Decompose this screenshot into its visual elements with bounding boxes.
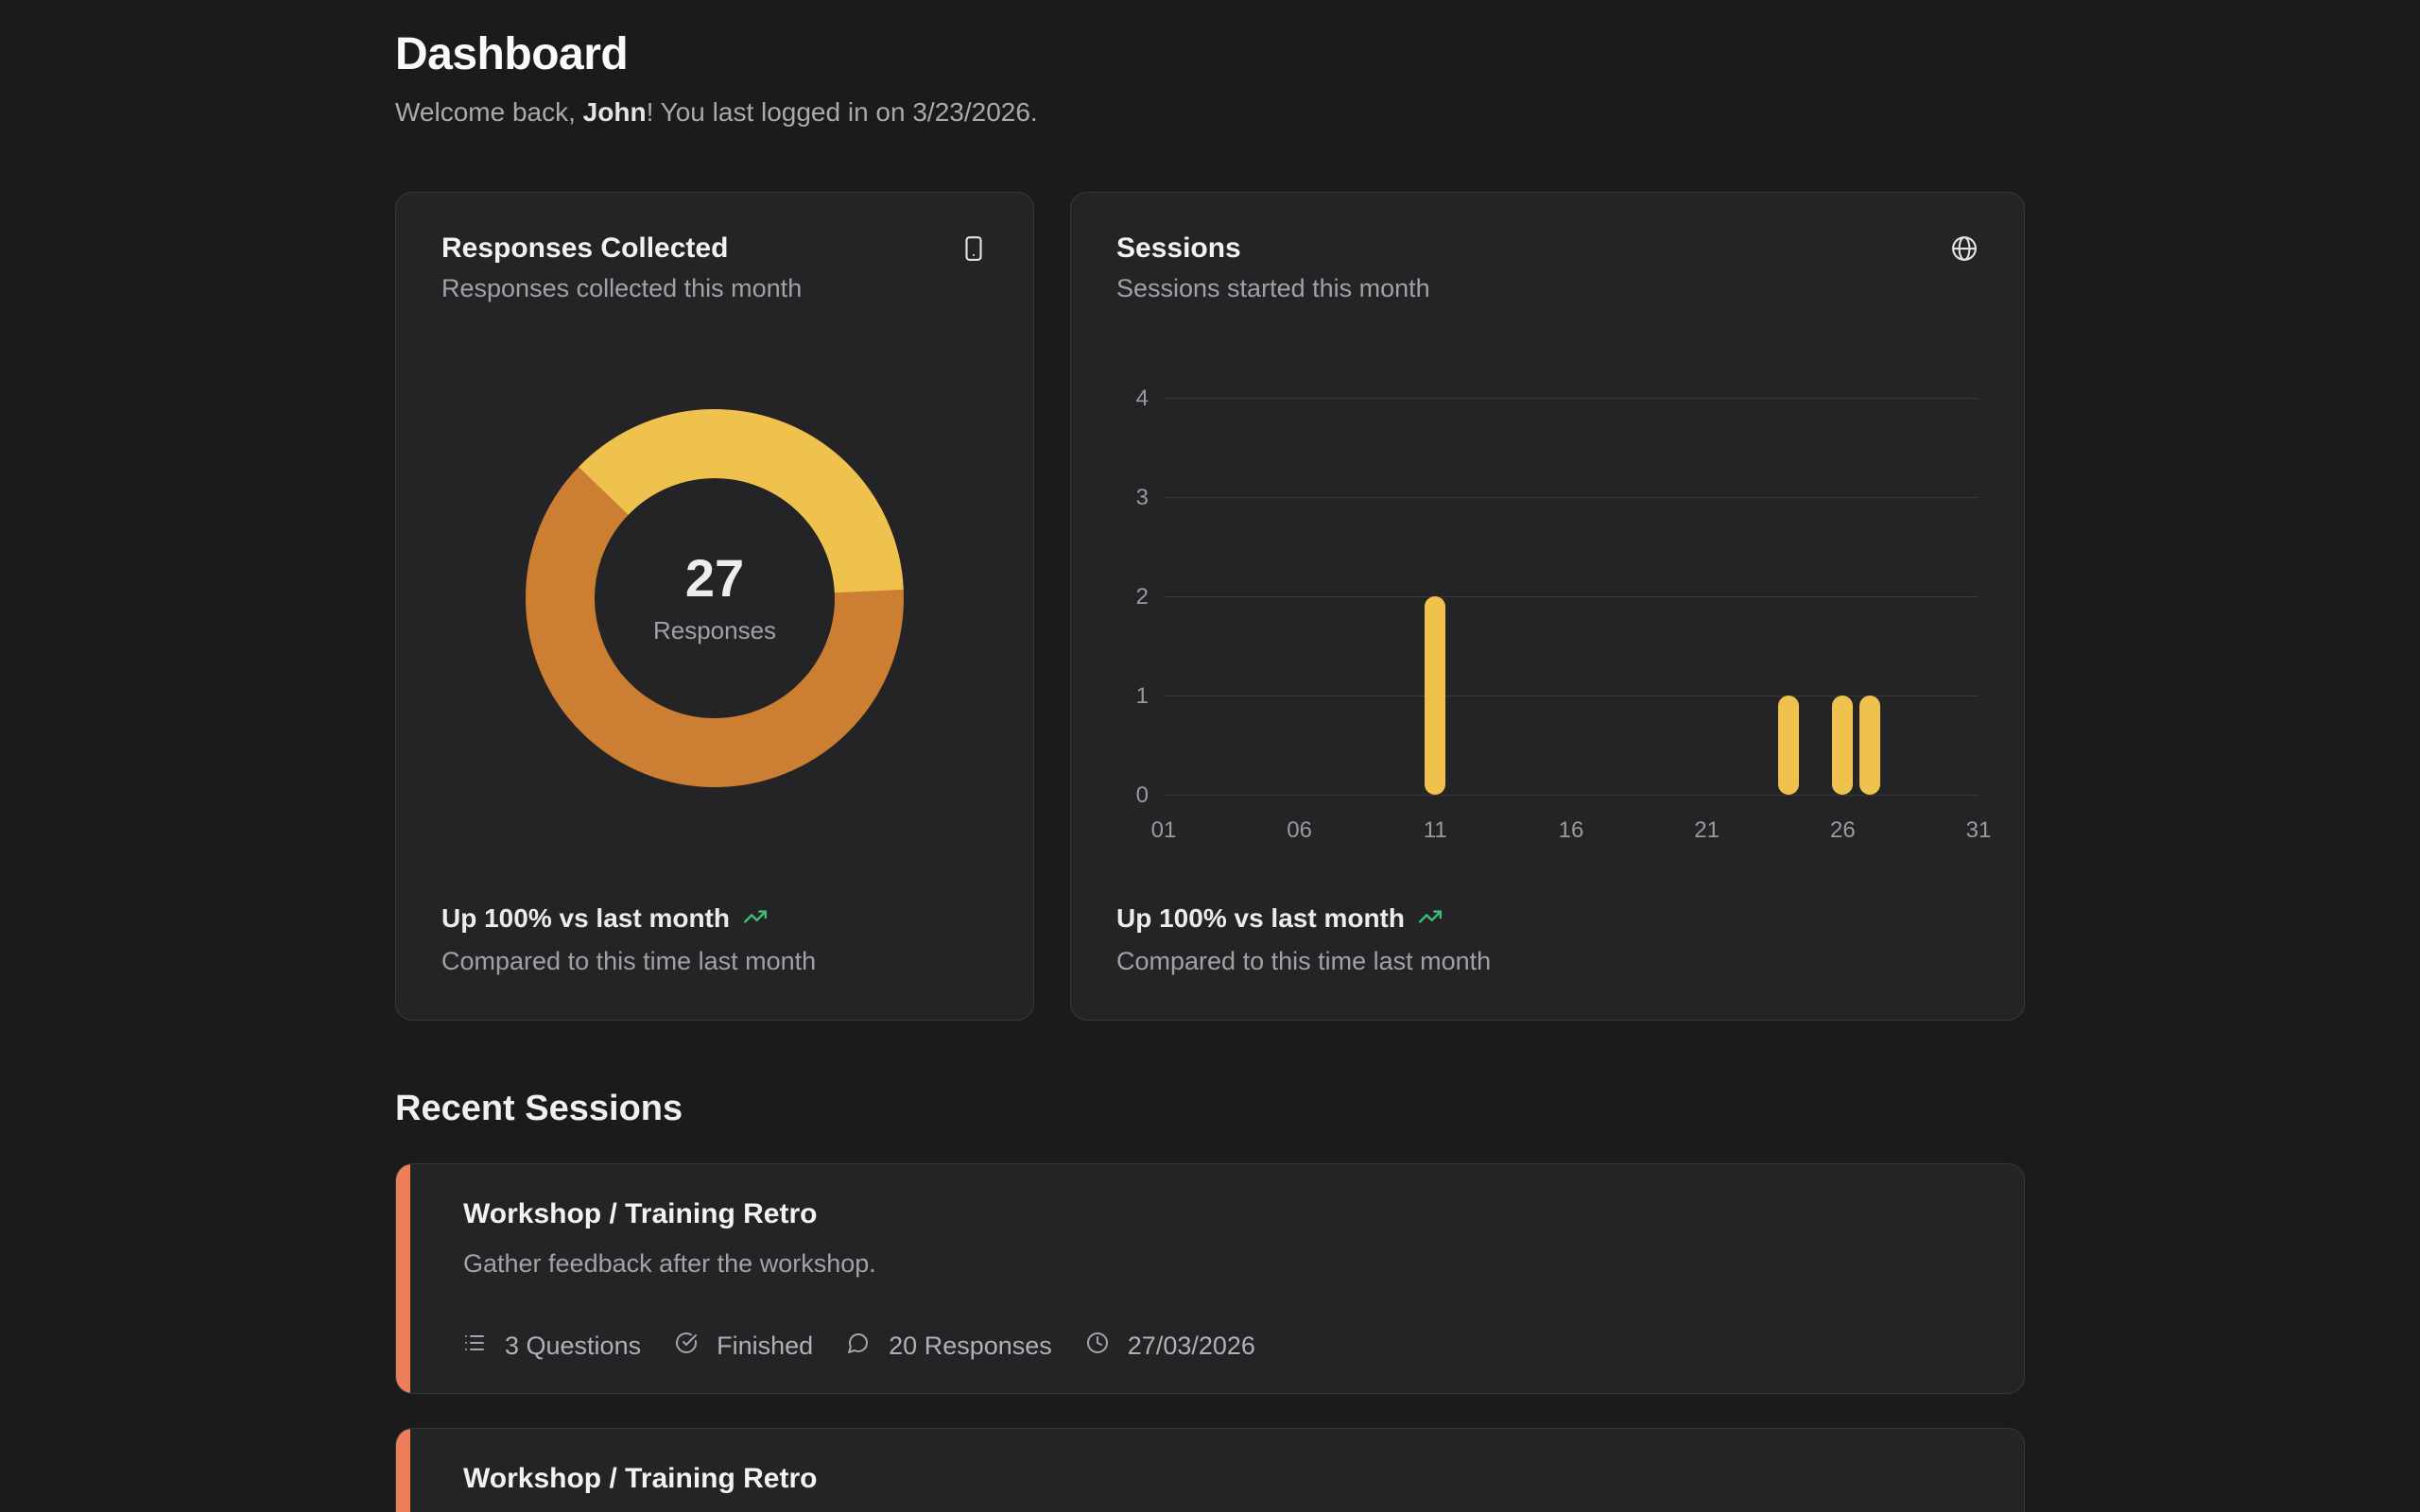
donut-center-label: Responses bbox=[652, 615, 777, 644]
trending-up-icon bbox=[743, 904, 768, 934]
session-title: Workshop / Training Retro bbox=[463, 1463, 818, 1494]
donut-center-value: 27 bbox=[684, 548, 745, 609]
recent-sessions-heading: Recent Sessions bbox=[395, 1089, 683, 1128]
responses-trend-text: Up 100% vs last month bbox=[441, 903, 730, 933]
session-status: Finished bbox=[675, 1332, 813, 1361]
page-title: Dashboard bbox=[395, 29, 629, 79]
responses-trend: Up 100% vs last month Compared to this t… bbox=[441, 903, 988, 976]
session-bar-day-26 bbox=[1832, 696, 1854, 795]
x-tick-label: 31 bbox=[1965, 817, 1992, 843]
sessions-card-header: Sessions Sessions started this month bbox=[1116, 232, 1979, 303]
responses-donut-chart: 27 Responses bbox=[526, 409, 904, 787]
session-title: Workshop / Training Retro bbox=[463, 1198, 818, 1229]
gridline-y-3: 3 bbox=[1136, 486, 1979, 508]
responses-card-subtitle: Responses collected this month bbox=[441, 274, 803, 302]
sessions-card-subtitle: Sessions started this month bbox=[1116, 274, 1430, 302]
sessions-chart-plot: 0 1 2 3 4 bbox=[1136, 387, 1979, 806]
x-tick-label: 26 bbox=[1829, 817, 1856, 843]
session-accent-bar bbox=[396, 1429, 410, 1512]
session-bar-day-11 bbox=[1425, 596, 1446, 795]
x-tick-label: 16 bbox=[1558, 817, 1584, 843]
sessions-trend-text: Up 100% vs last month bbox=[1116, 903, 1405, 933]
session-responses: 20 Responses bbox=[847, 1332, 1052, 1361]
y-tick-label: 2 bbox=[1135, 583, 1149, 610]
session-bar-day-27 bbox=[1859, 696, 1881, 795]
x-tick-label: 06 bbox=[1287, 817, 1313, 843]
session-description: Gather feedback after the workshop. bbox=[463, 1249, 876, 1278]
x-tick-label: 11 bbox=[1423, 817, 1447, 843]
responses-card-title: Responses Collected bbox=[441, 232, 729, 264]
session-accent-bar bbox=[396, 1164, 410, 1393]
globe-icon bbox=[1950, 234, 1979, 267]
gridline-y-0: 0 bbox=[1136, 783, 1979, 806]
circle-check-icon bbox=[675, 1332, 698, 1361]
welcome-suffix: ! You last logged in on 3/23/2026. bbox=[646, 97, 1038, 127]
session-bar-day-24 bbox=[1777, 696, 1799, 795]
session-questions: 3 Questions bbox=[463, 1332, 641, 1361]
session-date: 27/03/2026 bbox=[1086, 1332, 1255, 1361]
responses-collected-card: Responses Collected Responses collected … bbox=[395, 192, 1034, 1021]
sessions-trend: Up 100% vs last month Compared to this t… bbox=[1116, 903, 1979, 976]
stat-cards-row: Responses Collected Responses collected … bbox=[395, 192, 2025, 1021]
session-meta-row: 3 Questions Finished bbox=[463, 1332, 1979, 1361]
sessions-chart-x-labels: 01 06 11 16 21 26 31 bbox=[1151, 817, 1992, 846]
donut-center: 27 Responses bbox=[526, 409, 904, 787]
smartphone-icon bbox=[959, 234, 988, 267]
message-bubble-icon bbox=[847, 1332, 870, 1361]
donut-svg bbox=[526, 409, 904, 787]
session-list-item[interactable]: Workshop / Training Retro Gather feedbac… bbox=[395, 1163, 2025, 1394]
session-list-item[interactable]: Workshop / Training Retro bbox=[395, 1428, 2025, 1512]
x-tick-label: 01 bbox=[1150, 817, 1177, 843]
sessions-trend-note: Compared to this time last month bbox=[1116, 947, 1492, 975]
gridline-y-4: 4 bbox=[1136, 387, 1979, 409]
y-tick-label: 4 bbox=[1135, 385, 1149, 411]
responses-card-header: Responses Collected Responses collected … bbox=[441, 232, 988, 303]
y-tick-label: 0 bbox=[1135, 782, 1149, 808]
x-tick-label: 21 bbox=[1694, 817, 1720, 843]
welcome-user-name: John bbox=[582, 97, 647, 127]
sessions-card-title: Sessions bbox=[1116, 232, 1241, 264]
y-tick-label: 1 bbox=[1135, 682, 1149, 709]
clock-icon bbox=[1086, 1332, 1109, 1361]
session-status-label: Finished bbox=[717, 1332, 814, 1360]
welcome-message: Welcome back, John! You last logged in o… bbox=[395, 97, 2025, 128]
y-tick-label: 3 bbox=[1135, 484, 1149, 510]
responses-trend-note: Compared to this time last month bbox=[441, 947, 817, 975]
trending-up-icon bbox=[1418, 904, 1443, 934]
list-icon bbox=[463, 1332, 486, 1361]
dashboard-page: Dashboard Welcome back, John! You last l… bbox=[395, 0, 2025, 1512]
welcome-prefix: Welcome back, bbox=[395, 97, 583, 127]
gridline-y-2: 2 bbox=[1136, 585, 1979, 608]
